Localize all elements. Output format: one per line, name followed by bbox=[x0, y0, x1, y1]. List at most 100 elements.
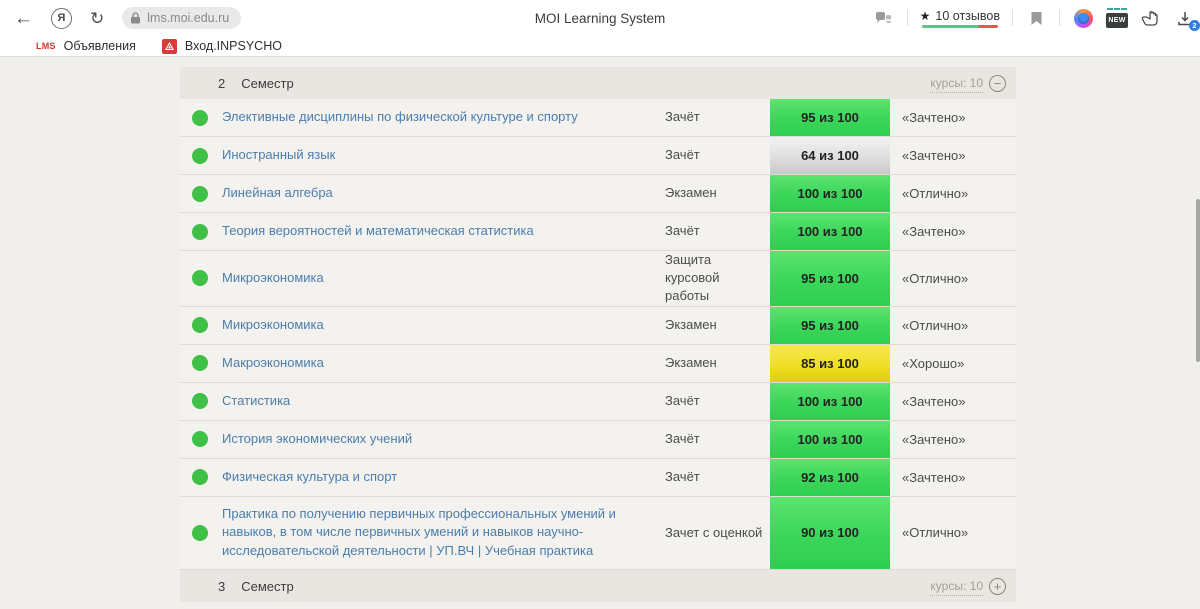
assessment-type: Зачёт bbox=[665, 459, 770, 496]
downloads-count-badge: 2 bbox=[1189, 20, 1200, 31]
courses-count-link[interactable]: курсы: 10 bbox=[930, 74, 983, 93]
score-badge: 64 из 100 bbox=[770, 137, 890, 174]
rating-bar-positive bbox=[922, 25, 979, 28]
table-row: Практика по получению первичных професси… bbox=[180, 497, 1016, 571]
course-link[interactable]: Линейная алгебра bbox=[222, 184, 333, 203]
course-link[interactable]: Физическая культура и спорт bbox=[222, 468, 397, 487]
table-row: Линейная алгебра Экзамен 100 из 100 «Отл… bbox=[180, 175, 1016, 213]
page-content: 2 Семестр курсы: 10 − Элективные дисципл… bbox=[0, 57, 1200, 608]
status-dot-icon bbox=[192, 393, 208, 409]
collapse-minus-icon[interactable]: − bbox=[989, 75, 1006, 92]
pyramid-favicon bbox=[162, 39, 177, 54]
semester-3-header: 3 Семестр курсы: 10 + bbox=[180, 570, 1016, 602]
table-row: История экономических учений Зачёт 100 и… bbox=[180, 421, 1016, 459]
course-link[interactable]: История экономических учений bbox=[222, 430, 412, 449]
assessment-type: Экзамен bbox=[665, 175, 770, 212]
table-row: Физическая культура и спорт Зачёт 92 из … bbox=[180, 459, 1016, 497]
course-link[interactable]: Микроэкономика bbox=[222, 316, 324, 335]
table-row: Теория вероятностей и математическая ста… bbox=[180, 213, 1016, 251]
assessment-type: Зачёт bbox=[665, 421, 770, 458]
grade-text: «Зачтено» bbox=[890, 99, 1016, 136]
rating-bar bbox=[922, 25, 998, 28]
course-link[interactable]: Иностранный язык bbox=[222, 146, 335, 165]
extension-hand-icon[interactable] bbox=[1140, 7, 1162, 29]
status-dot-icon bbox=[192, 355, 208, 371]
url-text: lms.moi.edu.ru bbox=[147, 11, 229, 25]
grade-text: «Отлично» bbox=[890, 251, 1016, 306]
table-row: Элективные дисциплины по физической куль… bbox=[180, 99, 1016, 137]
address-bar[interactable]: lms.moi.edu.ru bbox=[122, 7, 241, 29]
divider bbox=[907, 10, 908, 26]
bookmarks-bar: LMS Объявления Вход.INPSYCHO bbox=[0, 36, 1200, 57]
assessment-type: Экзамен bbox=[665, 345, 770, 382]
reviews-count: 10 отзывов bbox=[935, 9, 1000, 23]
grade-text: «Зачтено» bbox=[890, 383, 1016, 420]
score-badge: 95 из 100 bbox=[770, 251, 890, 306]
refresh-icon[interactable]: ↻ bbox=[90, 10, 104, 27]
status-dot-icon bbox=[192, 317, 208, 333]
score-badge: 100 из 100 bbox=[770, 421, 890, 458]
table-row: Макроэкономика Экзамен 85 из 100 «Хорошо… bbox=[180, 345, 1016, 383]
table-row: Статистика Зачёт 100 из 100 «Зачтено» bbox=[180, 383, 1016, 421]
protect-icon[interactable] bbox=[873, 7, 895, 29]
status-dot-icon bbox=[192, 186, 208, 202]
course-link[interactable]: Практика по получению первичных професси… bbox=[222, 505, 651, 562]
grade-text: «Отлично» bbox=[890, 175, 1016, 212]
semester-2-header: 2 Семестр курсы: 10 − bbox=[180, 67, 1016, 99]
course-link[interactable]: Элективные дисциплины по физической куль… bbox=[222, 108, 578, 127]
semester-number: 3 bbox=[218, 579, 225, 594]
downloads-icon[interactable]: 2 bbox=[1174, 7, 1196, 29]
vertical-scrollbar[interactable] bbox=[1196, 199, 1200, 362]
course-link[interactable]: Макроэкономика bbox=[222, 354, 324, 373]
score-badge: 85 из 100 bbox=[770, 345, 890, 382]
status-dot-icon bbox=[192, 525, 208, 541]
grade-text: «Зачтено» bbox=[890, 421, 1016, 458]
semester-label: Семестр bbox=[241, 579, 293, 594]
status-dot-icon bbox=[192, 469, 208, 485]
status-dot-icon bbox=[192, 148, 208, 164]
table-row: Микроэкономика Защита курсовой работы 95… bbox=[180, 251, 1016, 307]
semester-number: 2 bbox=[218, 76, 225, 91]
score-badge: 100 из 100 bbox=[770, 383, 890, 420]
assessment-type: Зачёт bbox=[665, 213, 770, 250]
bookmark-inpsycho-login[interactable]: Вход.INPSYCHO bbox=[162, 39, 282, 54]
extension-color-circle-icon[interactable] bbox=[1072, 7, 1094, 29]
grade-text: «Отлично» bbox=[890, 497, 1016, 570]
divider bbox=[1059, 10, 1060, 26]
score-badge: 100 из 100 bbox=[770, 175, 890, 212]
browser-chrome: ← Я ↻ lms.moi.edu.ru MOI Learning System… bbox=[0, 0, 1200, 36]
course-link[interactable]: Статистика bbox=[222, 392, 290, 411]
grade-text: «Хорошо» bbox=[890, 345, 1016, 382]
course-link[interactable]: Теория вероятностей и математическая ста… bbox=[222, 222, 534, 241]
score-badge: 95 из 100 bbox=[770, 307, 890, 344]
course-link[interactable]: Микроэкономика bbox=[222, 269, 324, 288]
bookmark-flag-icon[interactable] bbox=[1025, 7, 1047, 29]
expand-plus-icon[interactable]: + bbox=[989, 578, 1006, 595]
grade-text: «Зачтено» bbox=[890, 459, 1016, 496]
status-dot-icon bbox=[192, 224, 208, 240]
extension-new-icon[interactable]: NEW bbox=[1106, 7, 1128, 29]
score-badge: 90 из 100 bbox=[770, 497, 890, 570]
bookmark-lms-announcements[interactable]: LMS Объявления bbox=[36, 39, 136, 53]
table-row: Микроэкономика Экзамен 95 из 100 «Отличн… bbox=[180, 307, 1016, 345]
lms-favicon: LMS bbox=[36, 41, 56, 51]
reviews-widget[interactable]: ★ 10 отзывов bbox=[920, 9, 1000, 28]
score-badge: 100 из 100 bbox=[770, 213, 890, 250]
assessment-type: Экзамен bbox=[665, 307, 770, 344]
semester-grades-table: 2 Семестр курсы: 10 − Элективные дисципл… bbox=[180, 67, 1016, 602]
course-rows: Элективные дисциплины по физической куль… bbox=[180, 99, 1016, 570]
back-icon[interactable]: ← bbox=[14, 9, 33, 28]
score-badge: 92 из 100 bbox=[770, 459, 890, 496]
score-badge: 95 из 100 bbox=[770, 99, 890, 136]
assessment-type: Зачёт bbox=[665, 99, 770, 136]
grade-text: «Отлично» bbox=[890, 307, 1016, 344]
assessment-type: Зачёт bbox=[665, 383, 770, 420]
rating-bar-negative bbox=[979, 25, 998, 28]
yandex-home-icon[interactable]: Я bbox=[51, 8, 72, 29]
lock-icon bbox=[130, 12, 141, 24]
courses-count-link[interactable]: курсы: 10 bbox=[930, 577, 983, 596]
divider bbox=[1012, 10, 1013, 26]
status-dot-icon bbox=[192, 431, 208, 447]
table-row: Иностранный язык Зачёт 64 из 100 «Зачтен… bbox=[180, 137, 1016, 175]
assessment-type: Зачёт bbox=[665, 137, 770, 174]
